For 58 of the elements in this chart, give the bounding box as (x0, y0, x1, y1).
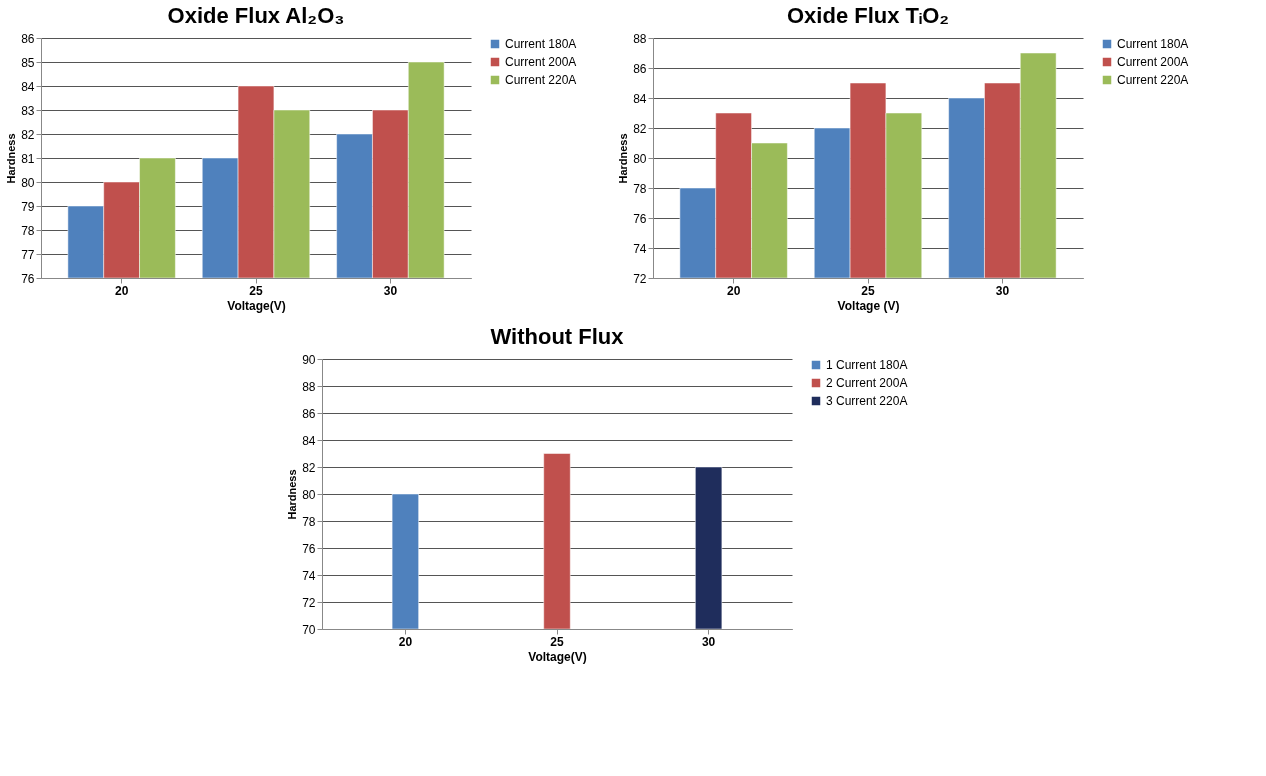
legend-label: Current 200A (505, 55, 577, 69)
x-axis-title: Voltage(V) (227, 298, 286, 313)
y-axis-title: Hardness (5, 133, 18, 184)
x-tick-label: 20 (114, 283, 129, 298)
y-tick-label: 74 (302, 568, 316, 583)
y-tick-label: 82 (302, 460, 316, 475)
y-tick-label: 78 (633, 181, 647, 196)
y-tick-label: 76 (302, 541, 316, 556)
y-tick-label: 72 (633, 271, 647, 286)
legend-label: Current 180A (1117, 37, 1189, 51)
x-tick-label: 30 (383, 283, 398, 298)
legend-label: Current 220A (1117, 73, 1189, 87)
x-tick-label: 25 (861, 283, 875, 298)
y-tick-label: 80 (633, 151, 647, 166)
y-tick-label: 82 (21, 127, 35, 142)
y-tick-label: 86 (21, 31, 35, 46)
legend-label: Current 180A (505, 37, 577, 51)
chart-title: Oxide Flux TᵢO₂ (786, 3, 950, 28)
chart-title: Without Flux (490, 324, 625, 349)
y-tick-label: 76 (21, 271, 35, 286)
y-tick-label: 81 (21, 151, 35, 166)
y-tick-label: 77 (21, 247, 35, 262)
legend-label: 3 Current 220A (826, 394, 908, 408)
legend-label: 1 Current 180A (826, 358, 908, 372)
x-tick-label: 20 (726, 283, 741, 298)
x-tick-label: 25 (249, 283, 263, 298)
y-tick-label: 85 (21, 55, 35, 70)
y-tick-label: 80 (302, 487, 316, 502)
y-tick-label: 79 (21, 199, 35, 214)
y-tick-label: 82 (633, 121, 647, 136)
y-tick-label: 88 (302, 379, 316, 394)
y-tick-label: 74 (633, 241, 647, 256)
y-axis-title: Hardness (617, 133, 630, 184)
y-tick-label: 80 (21, 175, 35, 190)
y-tick-label: 70 (302, 622, 316, 637)
x-axis-title: Voltage(V) (528, 649, 587, 664)
legend-label: Current 200A (1117, 55, 1189, 69)
y-tick-label: 86 (302, 406, 316, 421)
y-axis-title: Hardness (286, 469, 299, 520)
y-tick-label: 88 (633, 31, 647, 46)
y-tick-label: 78 (21, 223, 35, 238)
legend-label: Current 220A (505, 73, 577, 87)
y-tick-label: 72 (302, 595, 316, 610)
x-tick-label: 30 (701, 634, 716, 649)
legend-label: 2 Current 200A (826, 376, 908, 390)
y-tick-label: 90 (302, 352, 316, 367)
y-tick-label: 76 (633, 211, 647, 226)
y-tick-label: 84 (633, 91, 647, 106)
x-tick-label: 30 (995, 283, 1010, 298)
y-tick-label: 78 (302, 514, 316, 529)
y-tick-label: 84 (302, 433, 316, 448)
x-tick-label: 20 (398, 634, 413, 649)
x-tick-label: 25 (550, 634, 564, 649)
y-tick-label: 83 (21, 103, 35, 118)
chart-title: Oxide Flux Al₂O₃ (167, 3, 345, 28)
y-tick-label: 86 (633, 61, 647, 76)
y-tick-label: 84 (21, 79, 35, 94)
x-axis-title: Voltage (V) (837, 298, 900, 313)
